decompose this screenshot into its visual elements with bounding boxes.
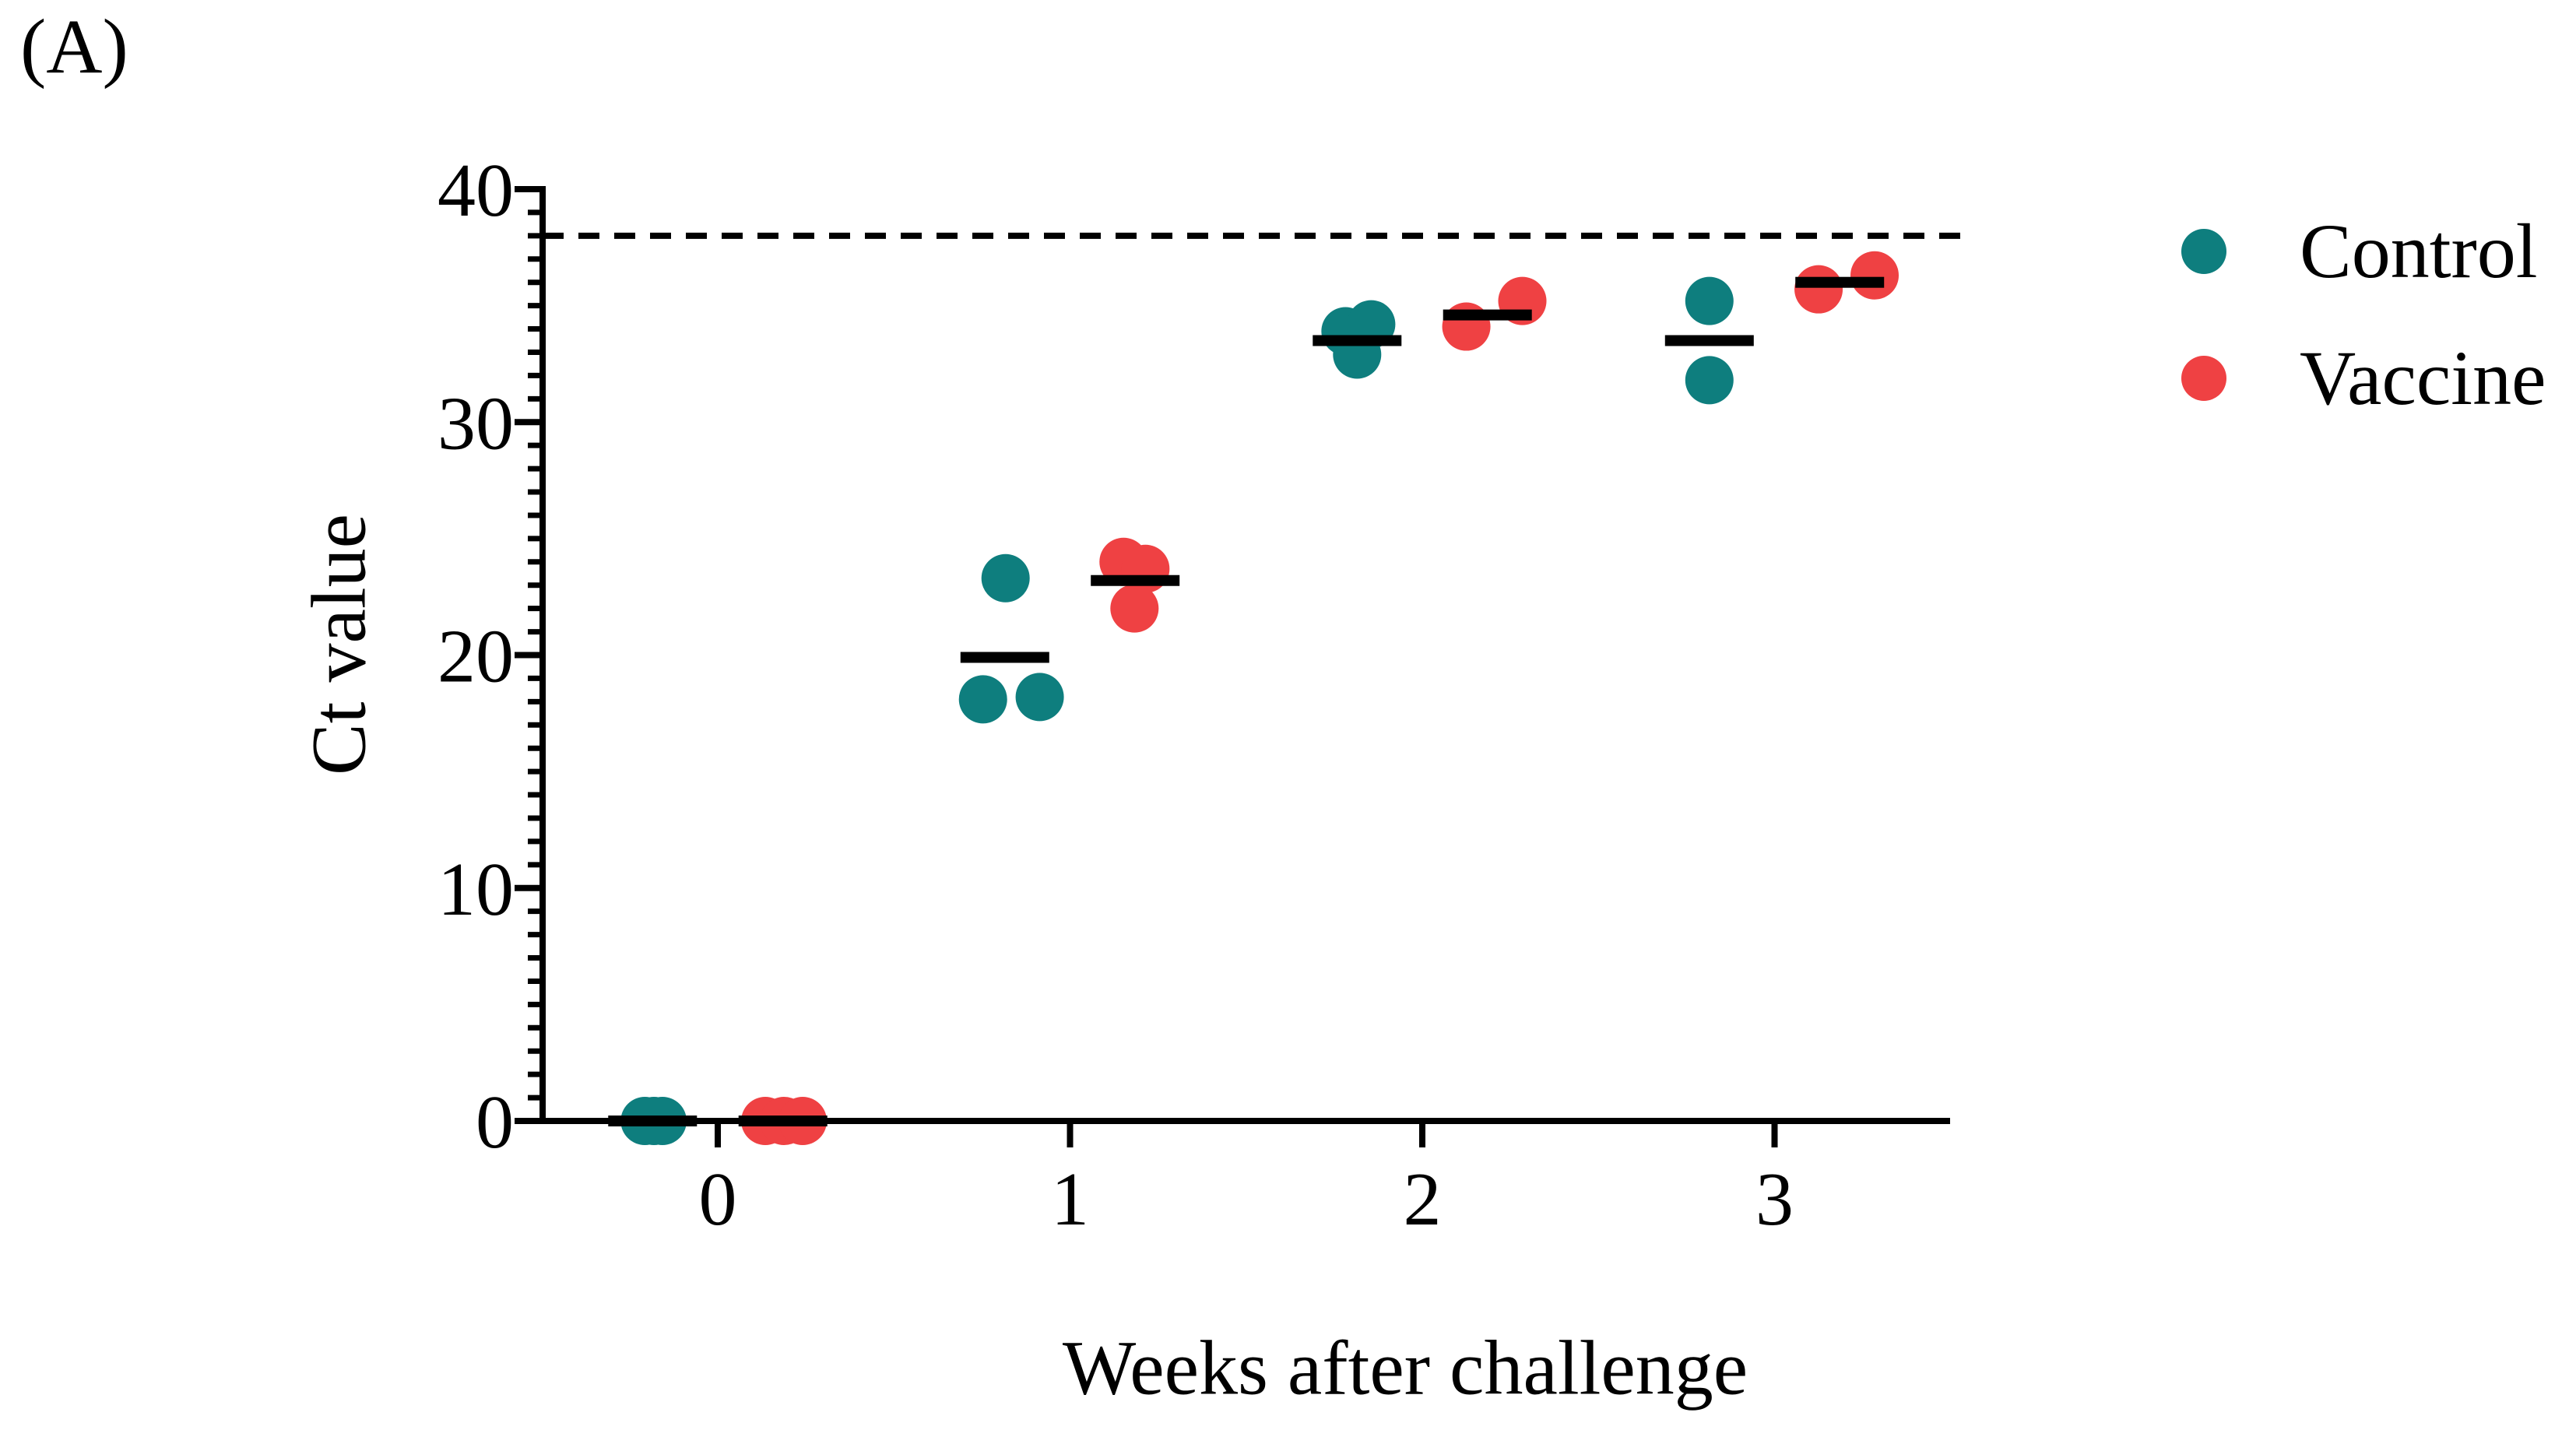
mean-bar-vaccine [1091, 574, 1180, 586]
legend-label-vaccine: Vaccine [2300, 335, 2546, 421]
x-axis-title: Weeks after challenge [1062, 1324, 1748, 1411]
legend-marker-vaccine [2181, 356, 2226, 401]
mean-bar-vaccine [1443, 309, 1532, 321]
data-point-control [958, 675, 1007, 724]
legend-item-control: Control [2181, 207, 2546, 296]
mean-bar-control [960, 652, 1049, 663]
y-axis-title: Ct value [295, 513, 382, 776]
x-tick-label: 1 [1051, 1158, 1089, 1242]
legend: Control Vaccine [2181, 207, 2546, 461]
y-tick-label: 0 [476, 1080, 514, 1165]
data-point-control [1685, 356, 1734, 405]
mean-bar-vaccine [1795, 276, 1885, 288]
legend-item-vaccine: Vaccine [2181, 334, 2546, 423]
mean-bar-vaccine [738, 1116, 828, 1126]
x-tick-label: 0 [699, 1158, 737, 1242]
y-tick-label: 40 [438, 149, 514, 233]
legend-marker-control [2181, 229, 2226, 274]
legend-label-control: Control [2300, 208, 2538, 294]
data-point-control [1015, 673, 1064, 722]
data-point-control [1685, 276, 1734, 325]
mean-bar-control [608, 1116, 698, 1126]
y-tick-label: 30 [438, 381, 514, 466]
mean-bar-control [1313, 335, 1402, 346]
data-point-vaccine [1110, 584, 1159, 633]
x-tick-label: 3 [1755, 1158, 1794, 1242]
data-point-vaccine [1850, 251, 1899, 300]
y-tick-label: 10 [438, 848, 514, 932]
x-tick-label: 2 [1404, 1158, 1442, 1242]
panel-label: (A) [20, 3, 128, 90]
data-point-control [981, 553, 1030, 603]
mean-bar-control [1664, 335, 1754, 346]
data-point-vaccine [1794, 265, 1843, 314]
y-tick-label: 20 [438, 615, 514, 699]
